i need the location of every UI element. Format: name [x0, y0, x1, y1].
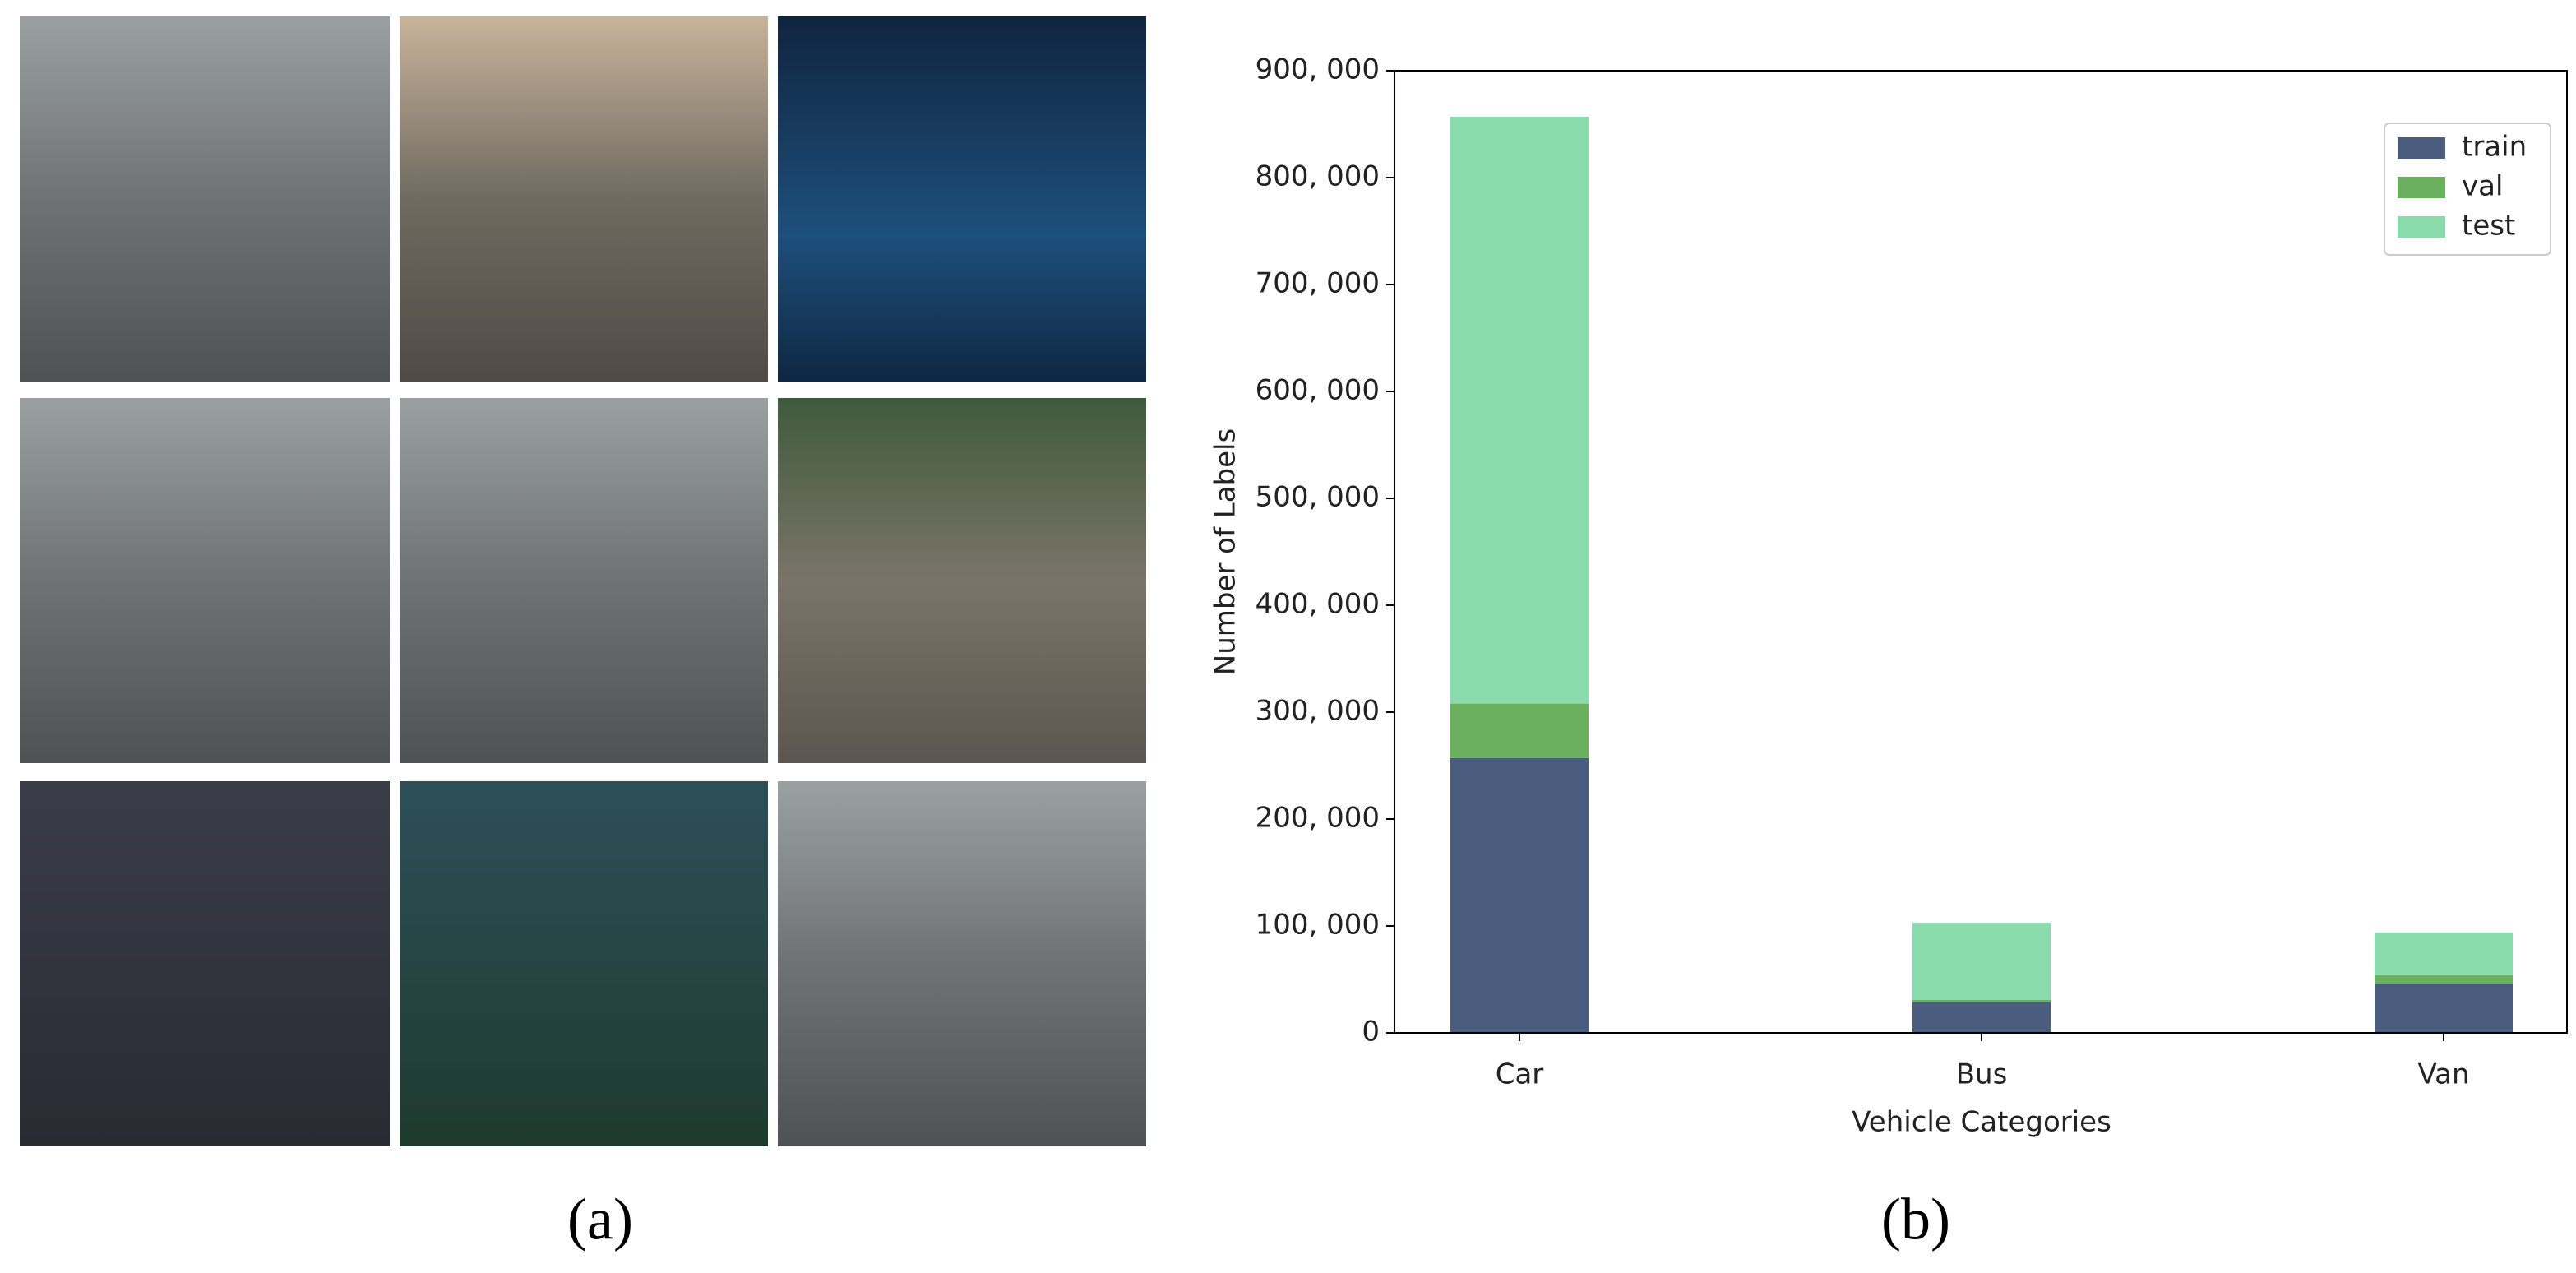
legend-swatch — [2398, 177, 2445, 198]
photo — [400, 398, 768, 763]
legend-label: train — [2462, 131, 2527, 164]
bar-segment — [2375, 984, 2513, 1033]
photo-grid — [20, 16, 1146, 1146]
photo — [400, 16, 768, 382]
panel-label: (b) — [1881, 1187, 1950, 1252]
plot-frame — [1394, 70, 2568, 1034]
bar-segment — [1912, 1002, 2051, 1033]
bar-segment — [1450, 757, 1589, 1033]
photo — [778, 16, 1146, 382]
y-tick-label: 800, 000 — [1256, 160, 1380, 193]
photo — [400, 781, 768, 1146]
legend-label: test — [2462, 210, 2515, 243]
photo — [778, 781, 1146, 1146]
y-tick-label: 600, 000 — [1256, 374, 1380, 407]
y-tick-label: 300, 000 — [1256, 695, 1380, 728]
bar-segment — [2375, 974, 2513, 984]
x-tick-label: Bus — [1956, 1058, 2008, 1091]
x-axis-label: Vehicle Categories — [1852, 1106, 2111, 1139]
y-axis-label: Number of Labels — [1209, 428, 1242, 675]
y-tick-label: 400, 000 — [1256, 588, 1380, 621]
y-tick-label: 200, 000 — [1256, 802, 1380, 835]
panel-label: (a) — [567, 1187, 633, 1252]
legend-label: val — [2462, 170, 2503, 203]
bar-segment — [1450, 116, 1589, 704]
bar-segment — [1912, 999, 2051, 1002]
photo — [20, 16, 390, 382]
y-tick-label: 100, 000 — [1256, 909, 1380, 942]
x-tick-label: Van — [2417, 1058, 2469, 1091]
y-tick-label: 900, 000 — [1256, 53, 1380, 86]
photo — [20, 781, 390, 1146]
bar-segment — [2375, 932, 2513, 975]
y-tick-label: 500, 000 — [1256, 481, 1380, 514]
bar-segment — [1450, 703, 1589, 758]
legend-swatch — [2398, 216, 2445, 238]
photo — [778, 398, 1146, 763]
x-tick-label: Car — [1496, 1058, 1544, 1091]
photo — [20, 398, 390, 763]
y-tick-label: 700, 000 — [1256, 267, 1380, 300]
legend-swatch — [2398, 137, 2445, 159]
y-tick-label: 0 — [1362, 1016, 1380, 1048]
bar-segment — [1912, 923, 2051, 1000]
